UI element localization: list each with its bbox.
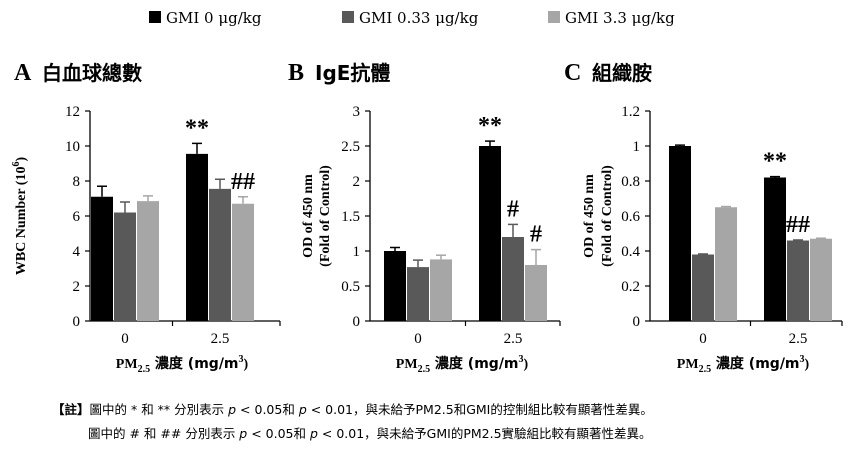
y-tick-label: 2 bbox=[73, 279, 81, 295]
p-symbol: p bbox=[298, 402, 307, 417]
y-tick-label: 4 bbox=[73, 244, 81, 260]
significance-mark: # bbox=[507, 196, 519, 222]
legend-swatch bbox=[342, 11, 354, 23]
bar bbox=[502, 237, 524, 321]
significance-mark: ** bbox=[763, 149, 787, 175]
bar bbox=[114, 212, 136, 321]
y-tick-label: 1.5 bbox=[341, 209, 360, 225]
y-axis-label-line-2: (Fold of Control) bbox=[318, 165, 333, 267]
y-tick-label: 1 bbox=[353, 244, 361, 260]
y-tick-label: 0.4 bbox=[621, 244, 640, 260]
y-tick-label: 8 bbox=[73, 174, 81, 190]
y-axis-label: OD of 450 nm bbox=[301, 174, 316, 258]
panel-letter: B bbox=[288, 60, 304, 86]
bar bbox=[525, 265, 547, 321]
significance-mark: ## bbox=[231, 169, 255, 195]
y-tick-label: 6 bbox=[73, 209, 81, 225]
y-tick-label: 2.5 bbox=[341, 139, 360, 155]
y-tick-label: 0.6 bbox=[621, 209, 640, 225]
footnote-text: 圖中的 * 和 ** 分別表示 bbox=[89, 402, 229, 417]
y-tick-label: 0.2 bbox=[621, 279, 640, 295]
footnote-line-1: 【註】圖中的 * 和 ** 分別表示 p < 0.05和 p < 0.01，與未… bbox=[0, 399, 850, 418]
y-axis-label: OD of 450 nm bbox=[582, 174, 597, 258]
bar bbox=[715, 207, 737, 321]
significance-mark: ## bbox=[786, 212, 810, 238]
y-tick-label: 1 bbox=[633, 139, 641, 155]
footnote-prefix: 【註】 bbox=[52, 402, 90, 417]
x-tick-label: 2.5 bbox=[504, 331, 523, 347]
p-symbol: p bbox=[239, 426, 248, 441]
y-axis-label: WBC Number (106) bbox=[11, 157, 29, 276]
panel-title: 白血球總數 bbox=[42, 61, 142, 85]
bar bbox=[91, 196, 113, 321]
x-axis-label: PM2.5 濃度 (mg/m3) bbox=[396, 354, 529, 375]
y-tick-label: 0.8 bbox=[621, 174, 640, 190]
panel-title: IgE抗體 bbox=[315, 61, 390, 85]
x-axis-label: PM2.5 濃度 (mg/m3) bbox=[677, 354, 810, 375]
y-tick-label: 3 bbox=[353, 104, 361, 120]
y-tick-label: 0.5 bbox=[341, 279, 360, 295]
bar bbox=[137, 201, 159, 321]
chart-panel-B: B IgE抗體 0 0.5 1 1.5 2 2.5 3 0 2.5 ** # # OD of 450 nm(… bbox=[288, 60, 561, 375]
bar bbox=[384, 251, 406, 321]
bar bbox=[787, 240, 809, 321]
significance-mark: ** bbox=[478, 113, 502, 139]
significance-mark: ** bbox=[185, 115, 209, 141]
panel-letter: A bbox=[14, 60, 32, 86]
y-tick-label: 0 bbox=[633, 314, 641, 330]
y-tick-label: 12 bbox=[65, 104, 80, 120]
legend-label: GMI 3.3 μg/kg bbox=[565, 9, 675, 27]
bar bbox=[764, 177, 786, 321]
bar bbox=[479, 146, 501, 321]
legend: GMI 0 μg/kg GMI 0.33 μg/kg GMI 3.3 μg/kg bbox=[149, 9, 675, 27]
bar bbox=[810, 238, 832, 321]
significance-mark: # bbox=[530, 222, 542, 248]
bar bbox=[669, 146, 691, 321]
p-symbol: p bbox=[309, 426, 318, 441]
legend-label: GMI 0 μg/kg bbox=[166, 9, 262, 27]
x-tick-label: 0 bbox=[121, 331, 129, 347]
p-symbol: p bbox=[228, 402, 237, 417]
x-tick-label: 2.5 bbox=[211, 331, 230, 347]
chart-panel-C: C 組織胺 0 0.2 0.4 0.6 0.8 1 1.2 0 2.5 ** ## OD of 450 n… bbox=[564, 60, 843, 375]
x-tick-label: 0 bbox=[414, 331, 422, 347]
y-axis-label-line-2: (Fold of Control) bbox=[600, 165, 615, 267]
footnote-text: < 0.01，與未給予PM2.5和GMI的控制組比較有顯著性差異。 bbox=[306, 402, 653, 417]
footnote-text: 圖中的 # 和 ## 分別表示 bbox=[88, 426, 240, 441]
footnote-text: < 0.05和 bbox=[247, 426, 310, 441]
bar bbox=[407, 267, 429, 321]
x-tick-label: 0 bbox=[699, 331, 707, 347]
panel-title: 組織胺 bbox=[592, 61, 652, 85]
y-tick-label: 0 bbox=[353, 314, 361, 330]
footnote-line-2: 圖中的 # 和 ## 分別表示 p < 0.05和 p < 0.01，與未給予G… bbox=[0, 423, 850, 442]
y-tick-label: 0 bbox=[73, 314, 81, 330]
bar bbox=[232, 203, 254, 321]
chart-panel-A: A 白血球總數 0 2 4 6 8 10 12 0 2.5 ** ## WBC Number (106) P… bbox=[11, 60, 281, 375]
footnote-text: < 0.05和 bbox=[236, 402, 299, 417]
footnote-text: < 0.01，與未給予GMI的PM2.5實驗組比較有顯著性差異。 bbox=[317, 426, 652, 441]
legend-swatch bbox=[149, 11, 161, 23]
bar bbox=[430, 259, 452, 321]
figure: GMI 0 μg/kg GMI 0.33 μg/kg GMI 3.3 μg/kg A… bbox=[11, 9, 843, 375]
x-tick-label: 2.5 bbox=[789, 331, 808, 347]
legend-label: GMI 0.33 μg/kg bbox=[359, 9, 479, 27]
bar bbox=[209, 188, 231, 321]
panel-letter: C bbox=[564, 60, 581, 86]
bar bbox=[186, 153, 208, 321]
legend-swatch bbox=[548, 11, 560, 23]
y-tick-label: 10 bbox=[65, 139, 80, 155]
x-axis-label: PM2.5 濃度 (mg/m3) bbox=[116, 354, 249, 375]
bar bbox=[692, 254, 714, 321]
y-tick-label: 2 bbox=[353, 174, 361, 190]
y-tick-label: 1.2 bbox=[621, 104, 640, 120]
